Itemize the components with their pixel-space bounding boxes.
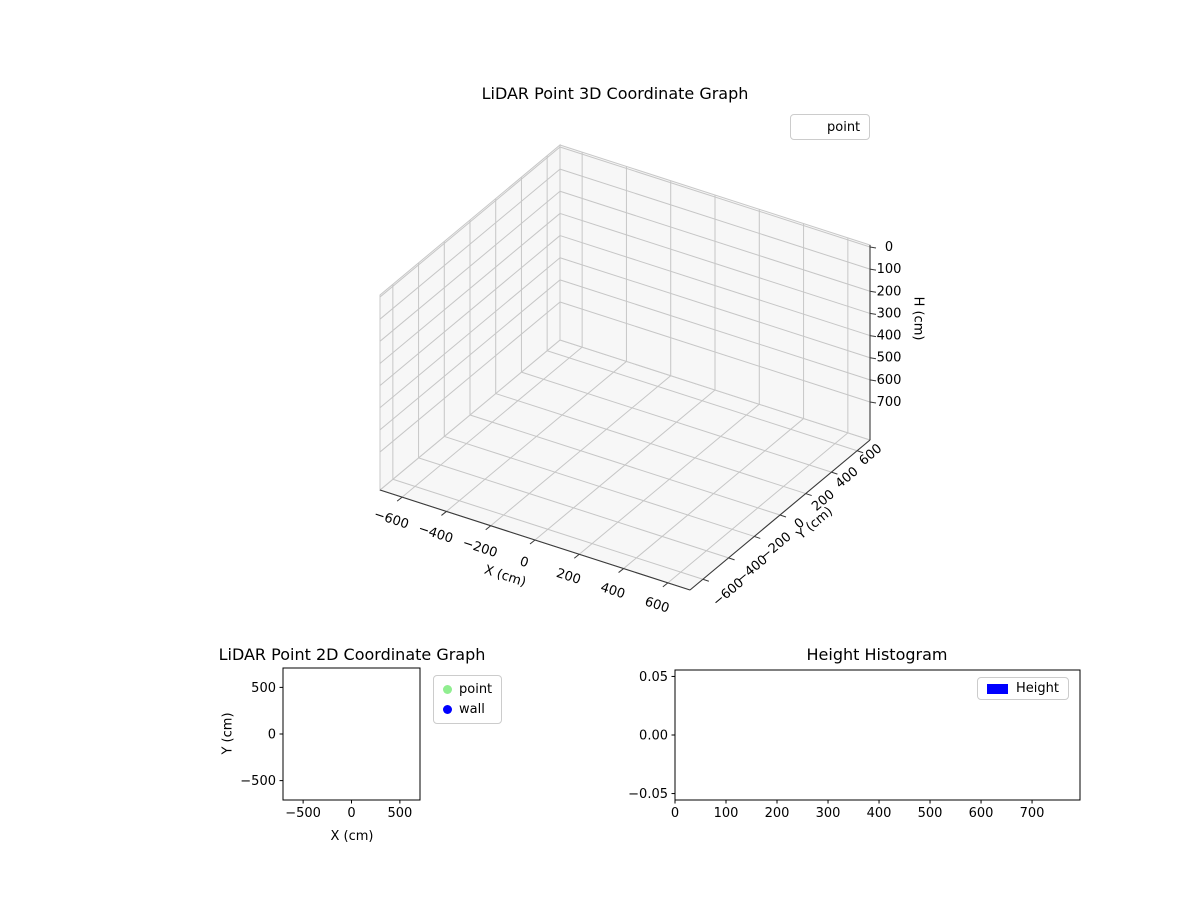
tick-mark xyxy=(805,493,812,497)
tick-mark xyxy=(869,379,877,382)
tick-mark xyxy=(869,268,877,271)
tick-mark xyxy=(754,535,761,539)
plot3d-title: LiDAR Point 3D Coordinate Graph xyxy=(481,84,749,103)
tick-mark xyxy=(662,582,669,588)
legend-entry-point: point xyxy=(443,681,492,698)
point-marker-icon xyxy=(443,685,452,694)
legend-entry-height-label: Height xyxy=(1016,681,1059,696)
x-tick-label: 600 xyxy=(643,595,671,617)
legend-entry-point-label: point xyxy=(459,682,493,697)
tick-mark xyxy=(869,312,877,315)
grid-line xyxy=(379,190,561,342)
z-tick-label: 100 xyxy=(877,262,902,277)
z-tick-label: 600 xyxy=(877,373,902,388)
x-tick-label: 400 xyxy=(867,806,892,821)
x-tick-label: 0 xyxy=(518,554,531,571)
legend-entry-wall: wall xyxy=(443,701,492,718)
y-tick-label: −0.05 xyxy=(628,787,668,802)
grid-line xyxy=(559,190,871,292)
x-tick-label: −200 xyxy=(460,536,499,561)
z-tick-label: 700 xyxy=(877,395,902,410)
x-tick-label: −600 xyxy=(372,507,411,532)
grid-line xyxy=(379,279,561,431)
x-tick-label: 200 xyxy=(554,566,582,588)
z-tick-label: 200 xyxy=(877,284,902,299)
grid-line xyxy=(379,213,561,364)
grid-line xyxy=(559,212,871,314)
x-tick-label: 400 xyxy=(599,580,627,602)
z-tick-label: 400 xyxy=(877,329,902,344)
tick-mark xyxy=(573,553,580,559)
x-tick-label: 300 xyxy=(816,806,841,821)
grid-line xyxy=(444,435,755,537)
x-tick-label: 100 xyxy=(714,806,739,821)
plot2d-frame xyxy=(282,667,421,801)
grid-line xyxy=(559,279,871,381)
grid-line xyxy=(379,301,561,453)
grid-line xyxy=(559,257,871,359)
grid-line xyxy=(418,457,729,559)
x-tick-label: 200 xyxy=(765,806,790,821)
grid-line xyxy=(521,371,832,473)
histogram-title: Height Histogram xyxy=(806,645,948,664)
plot3d-zaxis-label: H (cm) xyxy=(910,296,926,341)
tick-mark xyxy=(618,568,624,573)
x-tick-label: −500 xyxy=(285,806,321,821)
height-swatch-icon xyxy=(987,683,1008,694)
plot3d-legend: point xyxy=(790,114,870,140)
tick-mark xyxy=(485,525,492,531)
x-tick-label: 700 xyxy=(1020,806,1045,821)
x-tick-label: 0 xyxy=(671,806,679,821)
tick-mark xyxy=(529,539,536,545)
tick-mark xyxy=(396,496,403,502)
y-tick-label: 0.05 xyxy=(639,670,668,685)
tick-mark xyxy=(856,450,864,454)
x-tick-label: −400 xyxy=(416,521,455,546)
grid-line xyxy=(546,350,858,452)
grid-line xyxy=(469,414,781,516)
tick-mark xyxy=(728,557,735,561)
y-tick-label: 0.00 xyxy=(639,729,668,744)
y-tick-label: 500 xyxy=(251,681,276,696)
x-tick-label: 500 xyxy=(387,806,412,821)
legend-entry-wall-label: wall xyxy=(459,702,485,717)
grid-line xyxy=(379,168,561,320)
grid-line xyxy=(392,478,704,580)
z-tick-label: 300 xyxy=(877,306,902,321)
wall-marker-icon xyxy=(443,705,452,714)
tick-mark xyxy=(831,471,838,475)
tick-mark xyxy=(869,246,877,249)
grid-line xyxy=(559,146,871,248)
legend-entry-point-label: point xyxy=(827,119,861,135)
y-tick-label: 400 xyxy=(833,464,862,491)
tick-mark xyxy=(869,401,877,404)
grid-line xyxy=(379,257,561,409)
y-tick-label: −500 xyxy=(240,774,276,789)
grid-line xyxy=(379,235,561,386)
grid-line xyxy=(379,146,561,298)
tick-mark xyxy=(702,578,710,582)
grid-line xyxy=(559,235,871,337)
tick-mark xyxy=(869,335,877,338)
tick-mark xyxy=(441,511,447,516)
z-tick-label: 0 xyxy=(885,240,893,255)
x-tick-label: 0 xyxy=(347,806,355,821)
tick-mark xyxy=(869,357,877,360)
grid-line xyxy=(559,301,871,403)
histogram-legend: Height xyxy=(977,677,1069,700)
x-tick-label: 600 xyxy=(969,806,994,821)
plot2d-legend: point wall xyxy=(433,675,503,724)
y-tick-label: 0 xyxy=(268,728,276,743)
tick-mark xyxy=(869,290,877,293)
x-tick-label: 500 xyxy=(918,806,943,821)
plot2d-title: LiDAR Point 2D Coordinate Graph xyxy=(218,645,486,664)
tick-mark xyxy=(779,514,787,518)
plot2d-yaxis-label: Y (cm) xyxy=(220,712,236,755)
z-tick-label: 500 xyxy=(877,351,902,366)
plot2d-xaxis-label: X (cm) xyxy=(330,829,374,844)
grid-line xyxy=(495,393,806,495)
grid-line xyxy=(559,168,871,270)
